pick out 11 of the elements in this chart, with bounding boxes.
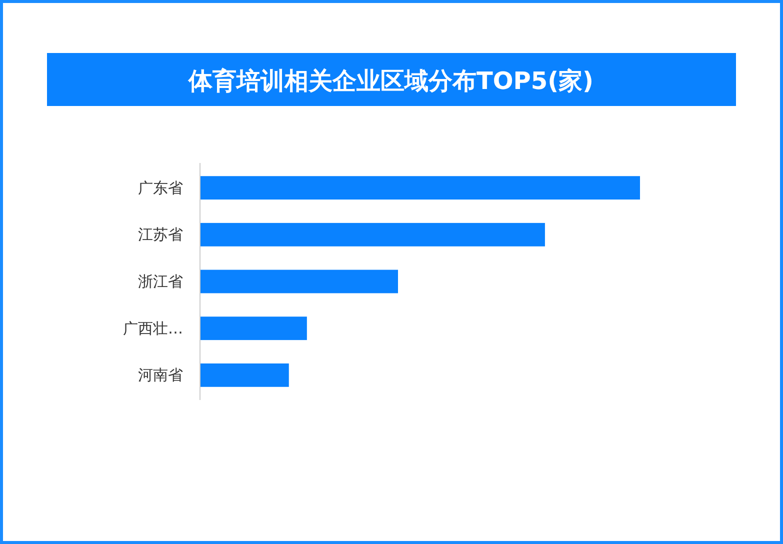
- y-tick-label: 江苏省: [138, 226, 183, 244]
- bar: [200, 316, 307, 340]
- y-tick-label: 广西壮…: [123, 319, 183, 338]
- y-tick-label: 河南省: [138, 366, 183, 384]
- bar: [200, 363, 289, 387]
- bar: [200, 270, 398, 294]
- chart-title: 体育培训相关企业区域分布TOP5(家): [188, 67, 594, 95]
- bar: [200, 176, 640, 200]
- y-tick-label: 广东省: [138, 178, 183, 197]
- bar: [200, 222, 545, 246]
- y-tick-label: 浙江省: [138, 272, 183, 290]
